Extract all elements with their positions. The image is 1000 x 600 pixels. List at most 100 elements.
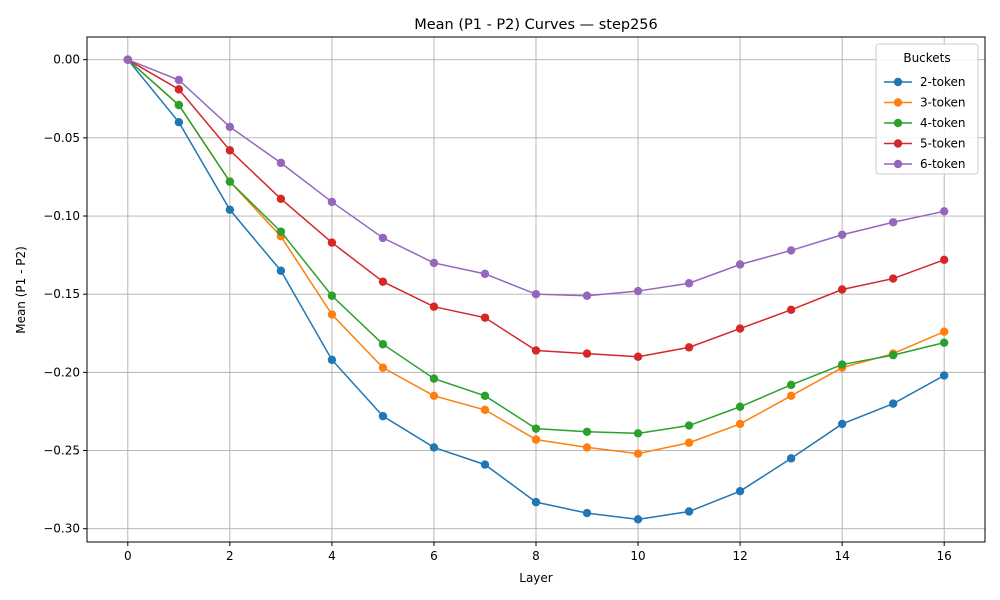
- data-point: [633, 515, 643, 524]
- data-point: [429, 391, 439, 401]
- data-point: [735, 260, 745, 269]
- data-point: [633, 429, 643, 438]
- data-point: [531, 435, 541, 444]
- data-point: [276, 158, 286, 168]
- y-tick-label: −0.30: [43, 522, 80, 536]
- data-point: [174, 75, 184, 85]
- data-point: [378, 233, 388, 243]
- data-point: [735, 486, 745, 496]
- data-point: [735, 324, 745, 333]
- data-point: [378, 363, 388, 372]
- data-point: [378, 340, 388, 349]
- data-point: [225, 122, 235, 132]
- data-point: [276, 266, 286, 275]
- data-point: [174, 85, 184, 94]
- data-point: [327, 197, 337, 207]
- y-tick-label: −0.20: [43, 365, 80, 379]
- legend-item: 2-token: [884, 75, 966, 89]
- data-point: [837, 360, 847, 369]
- data-point: [531, 346, 541, 355]
- data-point: [531, 497, 541, 507]
- grid: [87, 37, 985, 542]
- data-point: [480, 269, 490, 279]
- data-point: [327, 291, 337, 300]
- data-point: [531, 424, 541, 433]
- legend: Buckets 2-token 3-token 4-token 5-token 6-tok…: [875, 43, 979, 175]
- data-point: [633, 352, 643, 361]
- x-tick-label: 16: [937, 549, 952, 563]
- data-point: [480, 460, 490, 469]
- data-point: [429, 443, 439, 452]
- x-axis: 0 2 4 6 8 10 12 14 16: [124, 542, 952, 563]
- data-point: [786, 454, 796, 463]
- data-point: [480, 391, 490, 401]
- data-point: [429, 374, 439, 383]
- legend-swatch-marker: [893, 98, 903, 107]
- data-point: [429, 258, 439, 268]
- data-point: [276, 194, 286, 204]
- legend-label: 5-token: [920, 137, 966, 151]
- x-tick-label: 12: [732, 549, 747, 563]
- data-point: [786, 305, 796, 315]
- legend-swatch-marker: [893, 139, 903, 148]
- chart-title: Mean (P1 - P2) Curves — step256: [414, 17, 658, 33]
- y-tick-label: −0.05: [43, 131, 80, 145]
- data-point: [225, 177, 235, 186]
- legend-title: Buckets: [903, 51, 950, 65]
- y-axis-title: Mean (P1 - P2): [14, 246, 28, 334]
- y-tick-label: −0.25: [43, 444, 80, 458]
- x-tick-label: 6: [430, 549, 438, 563]
- y-axis: 0.00 −0.05 −0.10 −0.15 −0.20 −0.25 −0.30: [43, 53, 87, 536]
- data-point: [174, 100, 184, 110]
- legend-label: 6-token: [920, 157, 966, 171]
- data-point: [582, 508, 592, 518]
- legend-item: 4-token: [884, 116, 966, 130]
- data-point: [327, 310, 337, 319]
- y-tick-label: −0.15: [43, 287, 80, 301]
- data-point: [939, 371, 949, 380]
- data-point: [582, 443, 592, 452]
- data-point: [837, 230, 847, 239]
- data-point: [582, 291, 592, 300]
- data-point: [888, 350, 898, 360]
- legend-label: 4-token: [920, 116, 966, 130]
- data-point: [786, 246, 796, 255]
- data-point: [786, 391, 796, 401]
- x-tick-label: 4: [328, 549, 336, 563]
- data-point: [888, 218, 898, 227]
- legend-swatch-marker: [893, 118, 903, 128]
- legend-swatch-marker: [893, 77, 903, 87]
- legend-item: 5-token: [884, 137, 966, 151]
- x-tick-label: 2: [226, 549, 234, 563]
- data-point: [837, 419, 847, 429]
- data-point: [429, 302, 439, 311]
- data-point: [888, 399, 898, 408]
- data-point: [684, 507, 694, 516]
- data-point: [684, 438, 694, 447]
- data-point: [633, 286, 643, 296]
- data-point: [582, 427, 592, 436]
- x-axis-title: Layer: [519, 571, 553, 585]
- legend-swatch-marker: [893, 159, 903, 169]
- data-point: [531, 289, 541, 299]
- series-5-token: [123, 55, 949, 361]
- data-point: [735, 419, 745, 429]
- data-point: [378, 277, 388, 286]
- series-6-token: [123, 55, 949, 300]
- data-point: [480, 313, 490, 322]
- data-point: [939, 255, 949, 264]
- legend-item: 6-token: [884, 157, 966, 171]
- data-point: [684, 279, 694, 288]
- data-point: [378, 411, 388, 421]
- data-point: [123, 55, 133, 64]
- data-point: [633, 449, 643, 458]
- series-layer: [123, 55, 949, 524]
- data-point: [225, 205, 235, 214]
- legend-label: 3-token: [920, 96, 966, 110]
- legend-label: 2-token: [920, 75, 966, 89]
- x-tick-label: 14: [834, 549, 849, 563]
- data-point: [174, 118, 184, 127]
- data-point: [582, 349, 592, 358]
- data-point: [684, 343, 694, 352]
